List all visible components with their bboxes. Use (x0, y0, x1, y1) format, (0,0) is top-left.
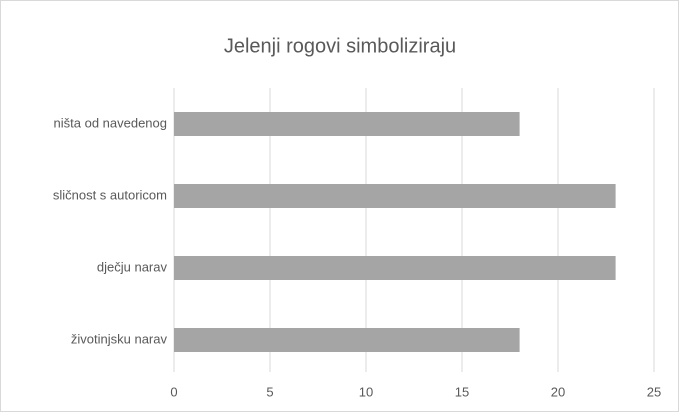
x-tick-label: 10 (359, 384, 373, 399)
bar (174, 112, 520, 136)
bar (174, 328, 520, 352)
x-tick-label: 15 (455, 384, 469, 399)
x-tick-label: 25 (647, 384, 661, 399)
bar (174, 184, 616, 208)
x-tick-label: 5 (266, 384, 273, 399)
bar (174, 256, 616, 280)
y-tick-label: dječju narav (97, 259, 168, 274)
y-tick-label: životinjsku narav (71, 331, 168, 346)
chart-title: Jelenji rogovi simboliziraju (224, 35, 456, 57)
x-tick-label: 0 (170, 384, 177, 399)
y-tick-label: sličnost s autoricom (53, 187, 167, 202)
y-tick-label: ništa od navedenog (54, 115, 167, 130)
x-tick-label: 20 (551, 384, 565, 399)
